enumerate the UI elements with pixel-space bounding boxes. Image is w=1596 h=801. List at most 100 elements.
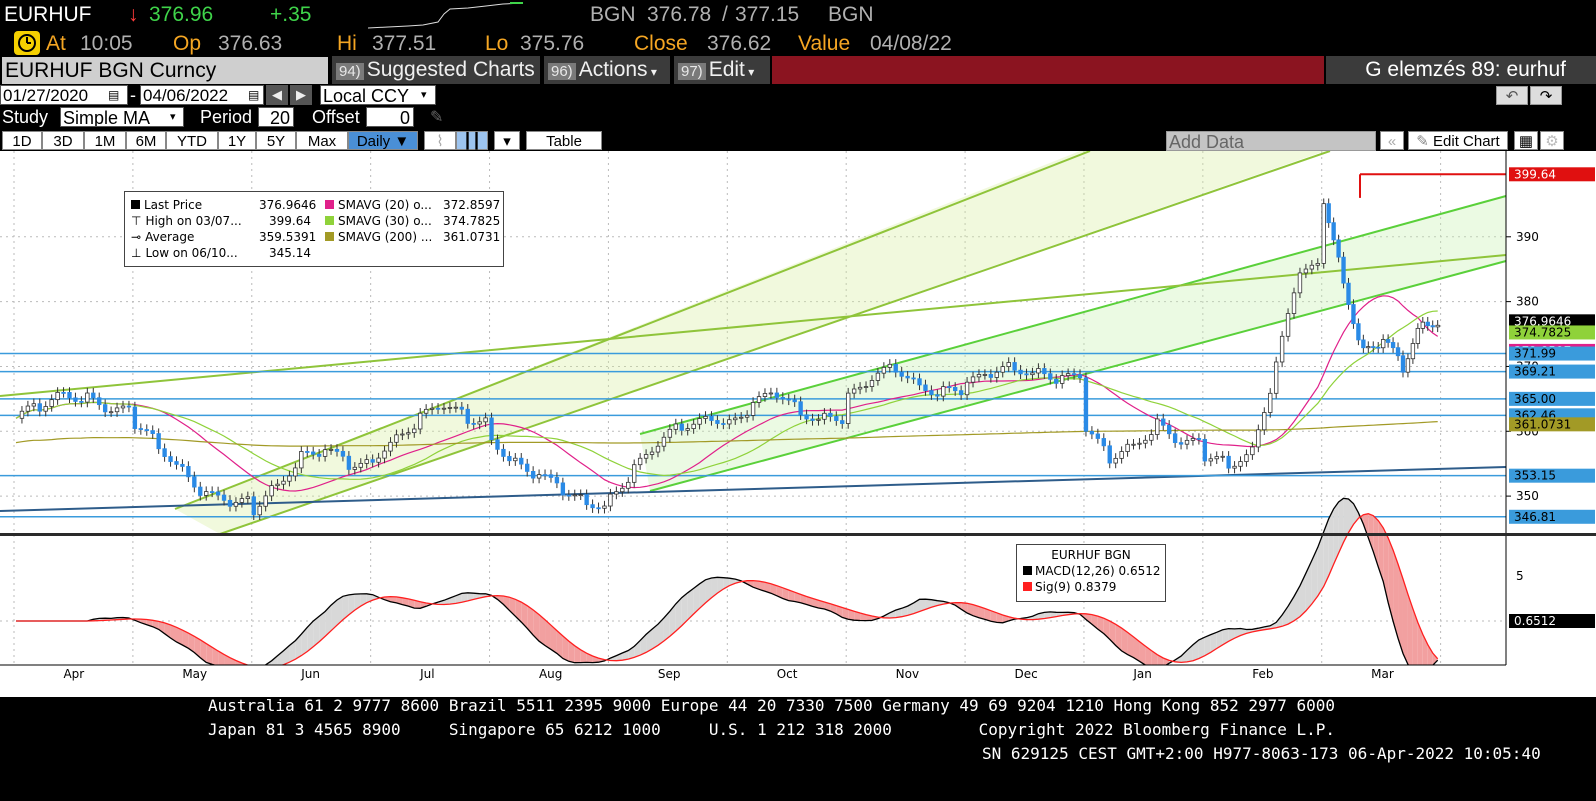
macd-fill bbox=[574, 645, 581, 663]
low-value: 375.76 bbox=[520, 32, 585, 55]
offset-input[interactable]: 0 bbox=[366, 107, 414, 127]
clock-icon[interactable] bbox=[14, 31, 40, 55]
tab-ytd[interactable]: YTD bbox=[166, 131, 218, 150]
candle-chart-icon[interactable]: ┃┃ bbox=[456, 131, 488, 150]
suggested-charts-button[interactable]: 94) Suggested Charts bbox=[332, 56, 540, 84]
redo-icon[interactable]: ↷ bbox=[1530, 86, 1562, 105]
candle-down bbox=[435, 407, 441, 410]
macd-fill bbox=[800, 594, 807, 605]
candle-up bbox=[851, 388, 857, 394]
macd-fill bbox=[342, 594, 349, 620]
candle-up bbox=[1220, 455, 1225, 458]
macd-fill bbox=[384, 596, 391, 602]
candle-up bbox=[750, 402, 756, 416]
candle-down bbox=[138, 428, 144, 430]
macd-fill bbox=[1145, 646, 1152, 669]
candle-down bbox=[1425, 321, 1430, 327]
candle-up bbox=[1279, 335, 1285, 363]
undo-icon[interactable]: ↶ bbox=[1496, 86, 1528, 105]
candle-up bbox=[1131, 443, 1136, 446]
candle-up bbox=[269, 485, 274, 497]
start-date-field[interactable]: 01/27/2020 bbox=[0, 85, 128, 105]
study-dropdown-icon[interactable]: ▾ bbox=[170, 111, 176, 123]
prev-period-icon[interactable]: ◀ bbox=[266, 85, 288, 105]
macd-fill bbox=[443, 598, 450, 605]
next-period-icon[interactable]: ▶ bbox=[290, 85, 312, 105]
macd-fill bbox=[1121, 628, 1128, 655]
currency-select[interactable]: Local CCY bbox=[320, 85, 436, 105]
macd-fill bbox=[467, 592, 474, 601]
tab-3d[interactable]: 3D bbox=[42, 131, 84, 150]
macd-fill bbox=[414, 600, 421, 609]
macd-fill bbox=[996, 612, 1003, 623]
candle-up bbox=[453, 406, 459, 409]
actions-button[interactable]: 96) Actions ▾ bbox=[544, 56, 670, 84]
candle-down bbox=[1172, 433, 1178, 443]
candle-down bbox=[548, 474, 554, 478]
candle-down bbox=[340, 450, 346, 457]
candle-down bbox=[198, 486, 203, 496]
candle-up bbox=[1285, 313, 1291, 337]
candle-up bbox=[1262, 412, 1267, 431]
price-tag-bg bbox=[1509, 391, 1595, 406]
candle-up bbox=[400, 433, 405, 436]
macd-fill bbox=[842, 607, 849, 620]
macd-fill bbox=[515, 599, 522, 623]
study-select[interactable]: Simple MA bbox=[60, 107, 184, 127]
tab-1y[interactable]: 1Y bbox=[218, 131, 256, 150]
pencil-icon[interactable]: ✎ bbox=[430, 109, 444, 126]
macd-fill bbox=[182, 630, 189, 649]
edit-chart-button[interactable]: ✎ Edit Chart bbox=[1408, 131, 1508, 150]
price-chart[interactable]: 50.6512 350360370380390 399.64376.964637… bbox=[0, 151, 1596, 683]
macd-fill bbox=[1388, 537, 1394, 622]
tab-6m[interactable]: 6M bbox=[126, 131, 166, 150]
end-date-field[interactable]: 04/06/2022 bbox=[140, 85, 264, 105]
channel-line-long bbox=[0, 254, 1507, 397]
tab-max[interactable]: Max bbox=[296, 131, 348, 150]
candle-down bbox=[1395, 347, 1401, 357]
macd-fill bbox=[218, 651, 225, 668]
chart-settings-icon[interactable]: ▦ bbox=[1514, 131, 1538, 150]
frequency-select[interactable]: Daily ▼ bbox=[348, 131, 418, 150]
candle-down bbox=[1346, 282, 1351, 305]
macd-fill bbox=[1050, 611, 1057, 618]
macd-fill bbox=[699, 579, 706, 609]
start-calendar-icon[interactable]: ▤ bbox=[108, 88, 120, 102]
candle-up bbox=[233, 501, 239, 507]
price-tag-bg bbox=[1509, 325, 1595, 340]
end-calendar-icon[interactable]: ▤ bbox=[248, 88, 260, 102]
collapse-icon[interactable]: « bbox=[1380, 131, 1404, 150]
price-tag-label: 374.7825 bbox=[1514, 325, 1571, 339]
candle-up bbox=[108, 411, 114, 414]
table-button[interactable]: Table bbox=[526, 131, 602, 150]
candle-up bbox=[626, 481, 631, 489]
edit-chart-pencil-icon: ✎ bbox=[1416, 133, 1434, 150]
macd-last-tag-bg bbox=[1509, 614, 1595, 628]
candle-down bbox=[893, 363, 898, 373]
candle-up bbox=[1366, 346, 1371, 349]
macd-fill bbox=[402, 597, 409, 607]
tab-5y[interactable]: 5Y bbox=[256, 131, 296, 150]
macd-legend-title: EURHUF BGN bbox=[1051, 548, 1131, 562]
macd-fill bbox=[1216, 629, 1223, 649]
down-arrow-icon: ↓ bbox=[128, 3, 139, 26]
candle-up bbox=[614, 491, 619, 495]
candle-up bbox=[299, 451, 304, 469]
tab-1d[interactable]: 1D bbox=[2, 131, 42, 150]
candle-down bbox=[1018, 369, 1023, 375]
edit-chart-label: Edit Chart bbox=[1433, 133, 1500, 150]
candles bbox=[19, 198, 1440, 521]
channel-base-line bbox=[0, 466, 1507, 512]
x-month-label: May bbox=[182, 667, 207, 681]
line-chart-icon[interactable]: ⌇ bbox=[424, 131, 456, 150]
add-data-input[interactable]: Add Data bbox=[1166, 131, 1376, 152]
tab-1m[interactable]: 1M bbox=[84, 131, 126, 150]
period-input[interactable]: 20 bbox=[258, 107, 294, 127]
chart-type-dropdown-icon[interactable]: ▾ bbox=[494, 131, 520, 150]
security-field[interactable]: EURHUF BGN Curncy bbox=[2, 57, 328, 84]
edit-button[interactable]: 97) Edit ▾ bbox=[674, 56, 770, 84]
candle-up bbox=[388, 441, 393, 452]
gear-icon[interactable]: ⚙ bbox=[1540, 131, 1564, 150]
macd-fill bbox=[1422, 634, 1428, 673]
currency-dropdown-icon[interactable]: ▾ bbox=[421, 89, 427, 101]
